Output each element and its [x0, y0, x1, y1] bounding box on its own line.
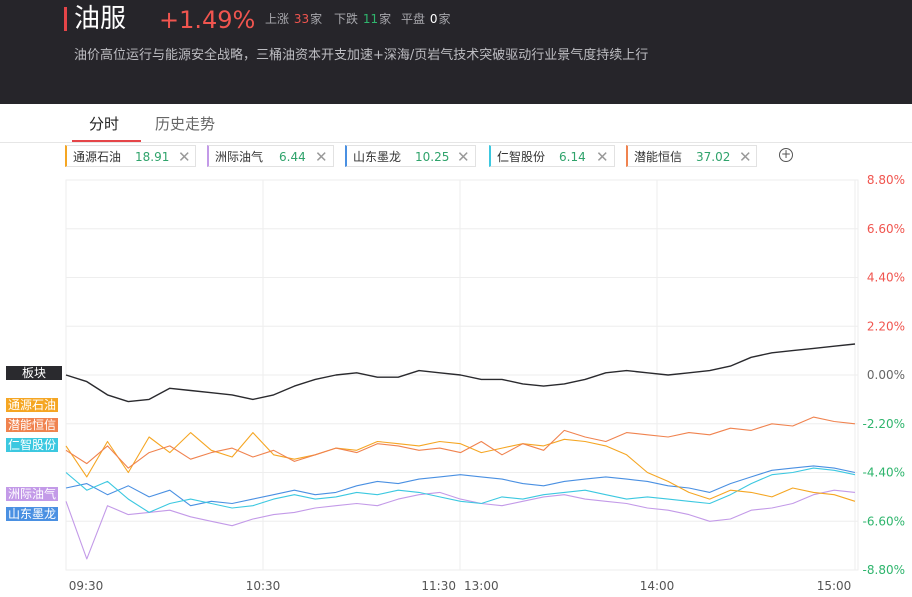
y-tick-label: 0.00%: [867, 368, 905, 382]
down-unit: 家: [379, 12, 392, 26]
up-unit: 家: [310, 12, 323, 26]
down-label: 下跌: [334, 12, 359, 26]
chip-value: 10.25: [415, 150, 450, 164]
flat-stat: 平盘 0家: [401, 11, 451, 27]
chip-value: 18.91: [135, 150, 170, 164]
up-label: 上涨: [265, 12, 290, 26]
series-end-label: 潜能恒信: [6, 418, 59, 432]
chip-name: 通源石油: [73, 150, 122, 164]
x-tick-label: 15:00: [817, 579, 852, 593]
header: 油服 +1.49% 上涨 33家 下跌 11家 平盘 0家 油价高位运行与能源安…: [0, 0, 912, 104]
tab-divider: [0, 142, 912, 143]
series-end-label: 仁智股份: [6, 438, 59, 452]
y-tick-label: -6.60%: [863, 514, 905, 528]
y-tick-label: -4.40%: [863, 466, 905, 480]
series-end-label: 洲际油气: [6, 487, 59, 501]
y-tick-label: 6.60%: [867, 222, 905, 236]
close-icon[interactable]: ✕: [596, 148, 609, 166]
chip-value: 6.44: [279, 150, 306, 164]
stock-chip-qianneng[interactable]: 潜能恒信 37.02 ✕: [626, 145, 757, 167]
y-tick-label: -2.20%: [863, 417, 905, 431]
stock-chip-zhouji[interactable]: 洲际油气 6.44 ✕: [207, 145, 334, 167]
series-line-board: [65, 343, 856, 403]
chip-name: 山东墨龙: [353, 150, 402, 164]
series-end-label: 板块: [6, 366, 62, 380]
chip-value: 6.14: [559, 150, 586, 164]
series-end-label: 山东墨龙: [6, 507, 59, 521]
series-line-stock-2: [65, 416, 856, 469]
up-stat: 上涨 33家: [265, 11, 322, 27]
sector-description: 油价高位运行与能源安全战略，三桶油资本开支加速+深海/页岩气技术突破驱动行业景气…: [74, 48, 649, 63]
y-tick-label: 4.40%: [867, 271, 905, 285]
x-tick-label: 14:00: [640, 579, 675, 593]
series-end-label: 通源石油: [6, 398, 59, 412]
x-tick-label: 09:30: [69, 579, 104, 593]
page-title: 油服: [74, 4, 127, 34]
change-percent: +1.49%: [159, 6, 256, 34]
x-tick-label: 10:30: [246, 579, 281, 593]
series-line-stock-3: [65, 467, 856, 513]
close-icon[interactable]: ✕: [457, 148, 470, 166]
stock-chip-shandong[interactable]: 山东墨龙 10.25 ✕: [345, 145, 476, 167]
y-tick-label: -8.80%: [863, 563, 905, 577]
x-tick-label: 13:00: [464, 579, 499, 593]
down-stat: 下跌 11家: [334, 11, 391, 27]
flat-label: 平盘: [401, 12, 426, 26]
series-line-stock-5: [65, 465, 856, 507]
close-icon[interactable]: ✕: [315, 148, 328, 166]
down-count: 11: [362, 12, 379, 26]
flat-unit: 家: [438, 12, 451, 26]
intraday-chart: 8.80% 6.60% 4.40% 2.20% 0.00% -2.20% -4.40% -6.…: [65, 173, 905, 593]
close-icon[interactable]: ✕: [178, 148, 191, 166]
series-line-stock-4: [65, 489, 856, 560]
y-tick-label: 8.80%: [867, 173, 905, 187]
chip-name: 仁智股份: [497, 150, 546, 164]
x-tick-label: 11:30: [421, 579, 456, 593]
chip-name: 洲际油气: [215, 150, 264, 164]
up-count: 33: [293, 12, 310, 26]
close-icon[interactable]: ✕: [739, 148, 752, 166]
flat-count: 0: [429, 12, 438, 26]
tab-intraday[interactable]: 分时: [89, 115, 120, 133]
plus-circle-icon[interactable]: +: [779, 147, 793, 162]
series-line-stock-1: [65, 432, 856, 502]
stock-chip-tongyuan[interactable]: 通源石油 18.91 ✕: [65, 145, 196, 167]
tab-history[interactable]: 历史走势: [155, 115, 216, 133]
y-tick-label: 2.20%: [867, 319, 905, 333]
stock-chip-renzhi[interactable]: 仁智股份 6.14 ✕: [489, 145, 615, 167]
title-accent-bar: [64, 7, 67, 31]
chip-name: 潜能恒信: [634, 150, 683, 164]
chip-value: 37.02: [696, 150, 731, 164]
active-tab-underline: [72, 140, 141, 142]
